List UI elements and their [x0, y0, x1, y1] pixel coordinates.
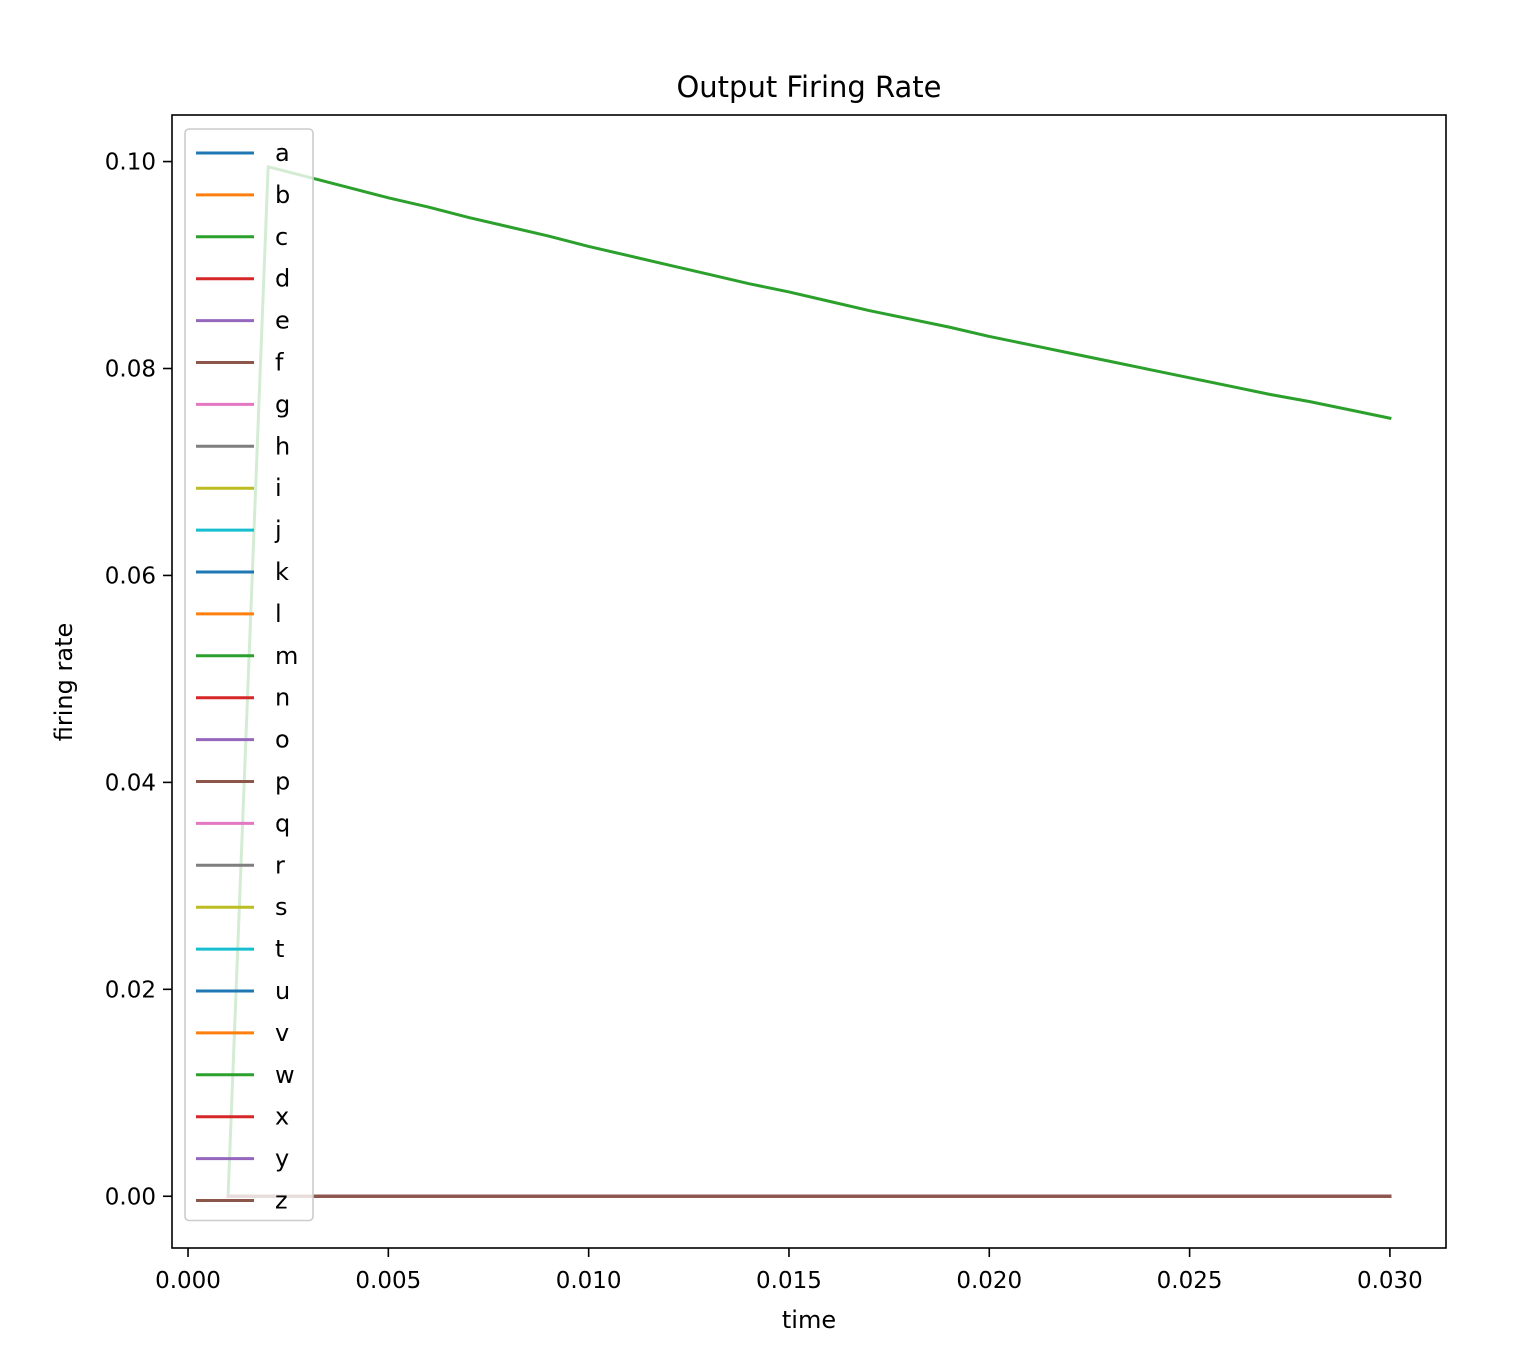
legend-label-j: j — [274, 516, 282, 544]
y-tick-label: 0.08 — [105, 357, 156, 383]
legend-box — [184, 128, 314, 1222]
x-tick-label: 0.000 — [155, 1268, 221, 1294]
x-tick-label: 0.025 — [1157, 1268, 1223, 1294]
legend-label-x: x — [275, 1103, 289, 1131]
legend-label-p: p — [275, 768, 290, 796]
legend-label-r: r — [275, 851, 285, 879]
legend-label-b: b — [275, 181, 290, 209]
x-axis-label: time — [782, 1306, 836, 1334]
y-axis: 0.00 0.02 0.04 0.06 0.08 0.10 — [105, 150, 172, 1210]
legend-label-n: n — [275, 684, 290, 712]
legend-label-z: z — [275, 1187, 288, 1215]
x-tick-label: 0.030 — [1357, 1268, 1423, 1294]
legend-label-i: i — [275, 474, 282, 502]
legend-label-o: o — [275, 726, 290, 754]
x-tick-label: 0.015 — [756, 1268, 822, 1294]
legend-label-y: y — [275, 1145, 289, 1173]
legend-label-m: m — [275, 642, 298, 670]
legend-label-v: v — [275, 1019, 289, 1047]
chart-title: Output Firing Rate — [676, 70, 941, 104]
legend-label-l: l — [275, 600, 282, 628]
y-tick-label: 0.02 — [105, 977, 156, 1003]
y-tick-label: 0.10 — [105, 150, 156, 176]
x-tick-label: 0.005 — [355, 1268, 421, 1294]
legend-label-f: f — [275, 349, 284, 377]
legend-label-k: k — [275, 558, 289, 586]
y-tick-label: 0.04 — [105, 770, 156, 796]
legend-label-h: h — [275, 432, 290, 460]
legend-label-u: u — [275, 977, 290, 1005]
legend-label-a: a — [275, 139, 290, 167]
legend-label-e: e — [275, 307, 290, 335]
plot-frame — [171, 114, 1447, 1249]
x-tick-label: 0.010 — [556, 1268, 622, 1294]
legend-label-w: w — [275, 1061, 295, 1089]
legend-label-g: g — [275, 390, 290, 418]
x-axis: 0.000 0.005 0.010 0.015 0.020 0.025 0.030 — [155, 1248, 1423, 1294]
y-axis-label: firing rate — [50, 623, 78, 741]
legend-label-c: c — [275, 223, 288, 251]
legend-label-d: d — [275, 265, 290, 293]
x-tick-label: 0.020 — [956, 1268, 1022, 1294]
y-tick-label: 0.06 — [105, 563, 156, 589]
legend-label-s: s — [275, 893, 288, 921]
series-layer — [226, 165, 1392, 1198]
legend-label-q: q — [275, 809, 290, 837]
legend-label-t: t — [275, 935, 284, 963]
series-line-c — [226, 165, 1392, 1198]
y-tick-label: 0.00 — [105, 1184, 156, 1210]
